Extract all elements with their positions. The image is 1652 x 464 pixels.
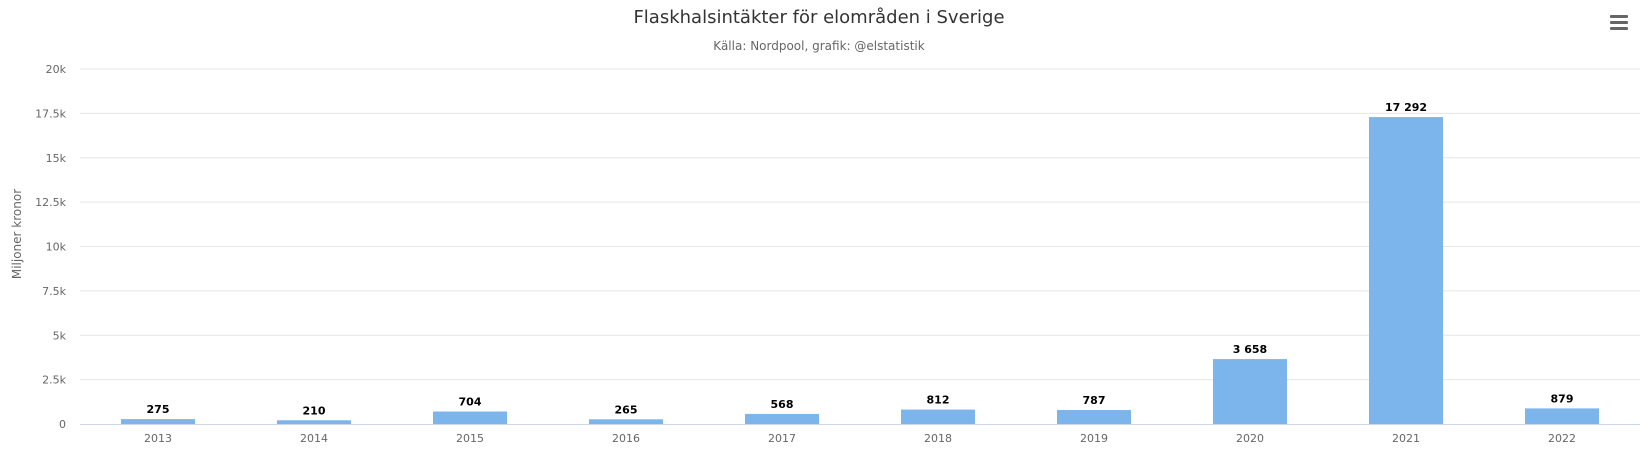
bars xyxy=(121,117,1599,424)
y-axis-label: Miljoner kronor xyxy=(10,189,24,279)
y-tick-label: 12.5k xyxy=(35,196,66,209)
data-label-2018: 812 xyxy=(927,394,950,407)
bar-2020[interactable] xyxy=(1213,359,1287,424)
x-tick-label-2022: 2022 xyxy=(1548,432,1576,445)
data-label-2021: 17 292 xyxy=(1385,101,1427,114)
x-tick-label-2020: 2020 xyxy=(1236,432,1264,445)
bar-2021[interactable] xyxy=(1369,117,1443,424)
x-tick-label-2017: 2017 xyxy=(768,432,796,445)
grid-lines xyxy=(80,68,1640,381)
bar-2013[interactable] xyxy=(121,419,195,424)
y-tick-label: 20k xyxy=(46,63,67,76)
x-tick-label-2018: 2018 xyxy=(924,432,952,445)
y-tick-label: 0 xyxy=(59,418,66,431)
y-tick-label: 5k xyxy=(53,329,67,342)
data-label-2019: 787 xyxy=(1083,394,1106,407)
data-label-2020: 3 658 xyxy=(1233,343,1267,356)
bar-2014[interactable] xyxy=(277,420,351,424)
data-label-2016: 265 xyxy=(615,403,638,416)
x-axis-tick-labels: 2013 2014 2015 2016 2017 2018 2019 2020 2021 2022 xyxy=(144,432,1576,445)
chart-title: Flaskhalsintäkter för elområden i Sverig… xyxy=(633,7,1004,28)
y-tick-label: 7.5k xyxy=(42,285,66,298)
bar-2015[interactable] xyxy=(433,411,507,424)
data-labels: 275 210 704 265 568 812 787 3 658 17 292 879 xyxy=(147,101,1574,417)
bar-2022[interactable] xyxy=(1525,408,1599,424)
y-tick-label: 10k xyxy=(46,241,67,254)
bar-2019[interactable] xyxy=(1057,410,1131,424)
bar-2017[interactable] xyxy=(745,413,819,424)
y-tick-label: 2.5k xyxy=(42,374,66,387)
x-tick-label-2015: 2015 xyxy=(456,432,484,445)
data-label-2015: 704 xyxy=(459,396,482,409)
y-axis-tick-labels: 0 2.5k 5k 7.5k 10k 12.5k 15k 17.5k 20k xyxy=(35,63,66,431)
x-tick-label-2013: 2013 xyxy=(144,432,172,445)
x-tick-label-2014: 2014 xyxy=(300,432,328,445)
x-tick-label-2016: 2016 xyxy=(612,432,640,445)
bar-2018[interactable] xyxy=(901,409,975,424)
y-tick-label: 17.5k xyxy=(35,107,66,120)
chart-menu-button[interactable] xyxy=(1604,8,1634,38)
data-label-2014: 210 xyxy=(303,404,326,417)
chart-subtitle: Källa: Nordpool, grafik: @elstatistik xyxy=(713,39,924,53)
x-tick-label-2021: 2021 xyxy=(1392,432,1420,445)
data-label-2017: 568 xyxy=(771,398,794,411)
x-tick-label-2019: 2019 xyxy=(1080,432,1108,445)
data-label-2022: 879 xyxy=(1551,392,1574,405)
data-label-2013: 275 xyxy=(147,403,170,416)
bar-2016[interactable] xyxy=(589,419,663,424)
y-tick-label: 15k xyxy=(46,152,67,165)
